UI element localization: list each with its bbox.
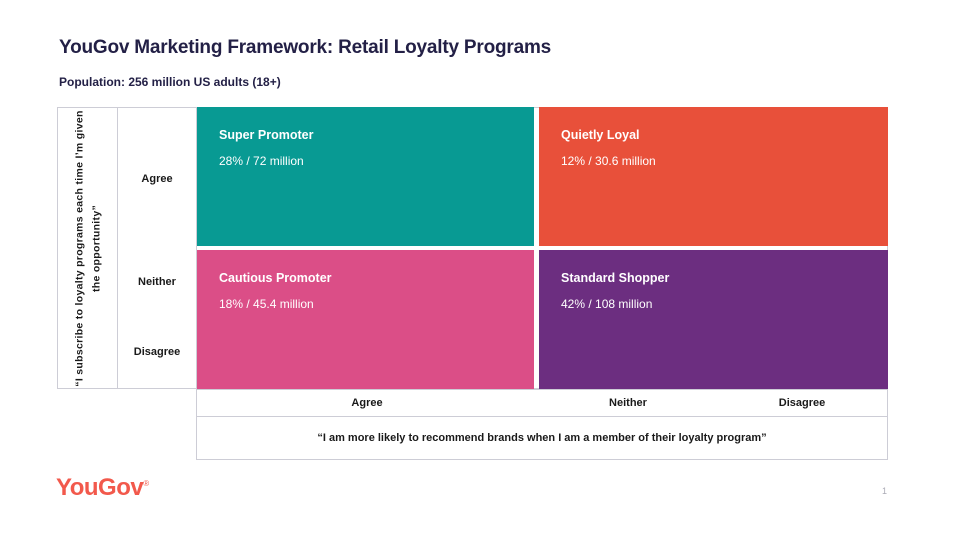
segment-cautious-promoter: Cautious Promoter 18% / 45.4 million: [197, 250, 534, 389]
segment-super-promoter: Super Promoter 28% / 72 million: [197, 107, 534, 246]
x-tick-neither: Neither: [609, 397, 647, 409]
segment-value: 18% / 45.4 million: [219, 297, 314, 311]
x-axis-label-box: “I am more likely to recommend brands wh…: [196, 416, 888, 460]
segment-name: Cautious Promoter: [219, 271, 332, 285]
population-subtitle: Population: 256 million US adults (18+): [59, 75, 281, 89]
x-axis-ticks: Agree Neither Disagree: [196, 389, 888, 417]
y-tick-agree: Agree: [141, 173, 173, 185]
registered-mark: ®: [143, 479, 149, 488]
segment-value: 42% / 108 million: [561, 297, 653, 311]
y-tick-neither: Neither: [138, 276, 176, 288]
y-tick-disagree: Disagree: [133, 346, 181, 358]
segment-name: Super Promoter: [219, 128, 314, 142]
segment-standard-shopper: Standard Shopper 42% / 108 million: [539, 250, 888, 389]
segment-value: 12% / 30.6 million: [561, 154, 656, 168]
segment-name: Standard Shopper: [561, 271, 670, 285]
x-tick-agree: Agree: [351, 397, 383, 409]
x-tick-disagree: Disagree: [778, 397, 826, 409]
x-axis-label: “I am more likely to recommend brands wh…: [317, 432, 767, 444]
page-number: 1: [882, 486, 888, 496]
page-title: YouGov Marketing Framework: Retail Loyal…: [59, 37, 552, 58]
y-axis-ticks: Agree Neither Disagree: [117, 107, 197, 389]
segment-name: Quietly Loyal: [561, 128, 640, 142]
y-axis-label: “I subscribe to loyalty programs each ti…: [73, 110, 102, 387]
segment-quietly-loyal: Quietly Loyal 12% / 30.6 million: [539, 107, 888, 246]
y-axis-label-box: “I subscribe to loyalty programs each ti…: [57, 107, 118, 389]
segment-value: 28% / 72 million: [219, 154, 304, 168]
yougov-logo: YouGov®: [56, 474, 149, 501]
